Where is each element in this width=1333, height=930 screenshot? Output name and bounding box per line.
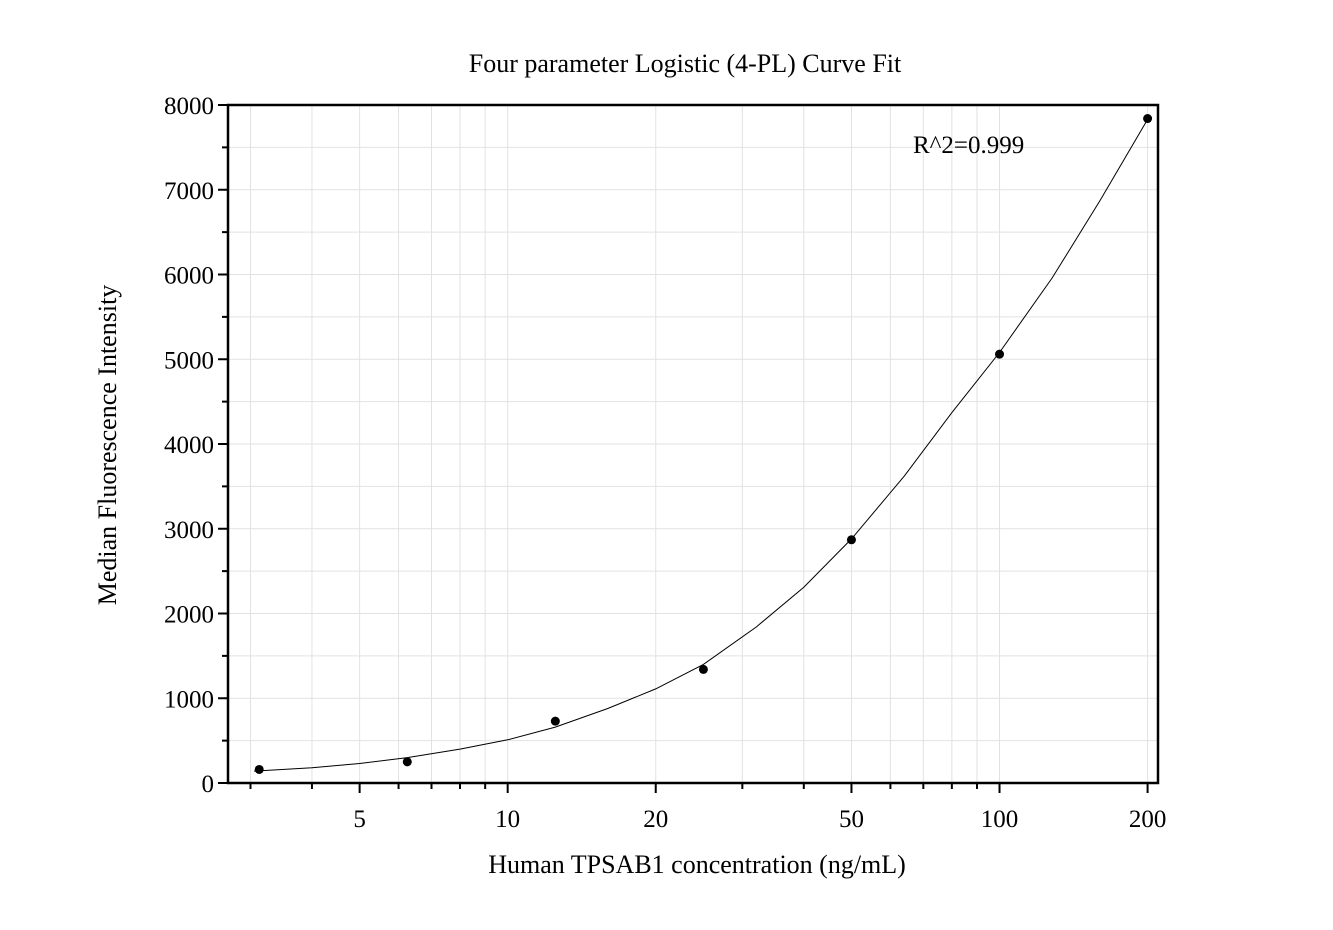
x-tick-label: 10	[495, 806, 520, 833]
x-tick-label: 50	[839, 806, 864, 833]
y-tick-label: 2000	[164, 602, 214, 629]
y-tick-label: 1000	[164, 686, 214, 713]
y-axis-label: Median Fluorescence Intensity	[93, 285, 122, 606]
y-tick-label: 3000	[164, 517, 214, 544]
ticks-layer: 5 10 20 50 100 200010002000300040005000600070…	[164, 93, 1166, 833]
y-tick-label: 4000	[164, 432, 214, 459]
data-point	[254, 764, 264, 774]
curve-layer	[253, 119, 1149, 772]
fit-curve-line	[253, 119, 1149, 772]
chart-title: Four parameter Logistic (4-PL) Curve Fit	[469, 49, 902, 78]
y-tick-label: 8000	[164, 93, 214, 120]
data-point	[698, 664, 708, 674]
y-tick-label: 0	[202, 771, 215, 798]
x-tick-label: 20	[643, 806, 668, 833]
x-tick-label: 200	[1129, 806, 1167, 833]
data-point	[402, 757, 412, 767]
y-tick-label: 6000	[164, 263, 214, 290]
y-tick-label: 7000	[164, 178, 214, 205]
x-tick-label: 100	[981, 806, 1019, 833]
points-layer	[254, 114, 1153, 774]
data-point	[846, 535, 856, 545]
data-point	[1143, 114, 1153, 124]
x-axis-label: Human TPSAB1 concentration (ng/mL)	[488, 850, 906, 879]
r-squared-annotation: R^2=0.999	[913, 132, 1024, 159]
data-point	[550, 716, 560, 726]
y-tick-label: 5000	[164, 347, 214, 374]
data-point	[995, 349, 1005, 359]
x-tick-label: 5	[353, 806, 366, 833]
grid-layer	[228, 105, 1158, 783]
